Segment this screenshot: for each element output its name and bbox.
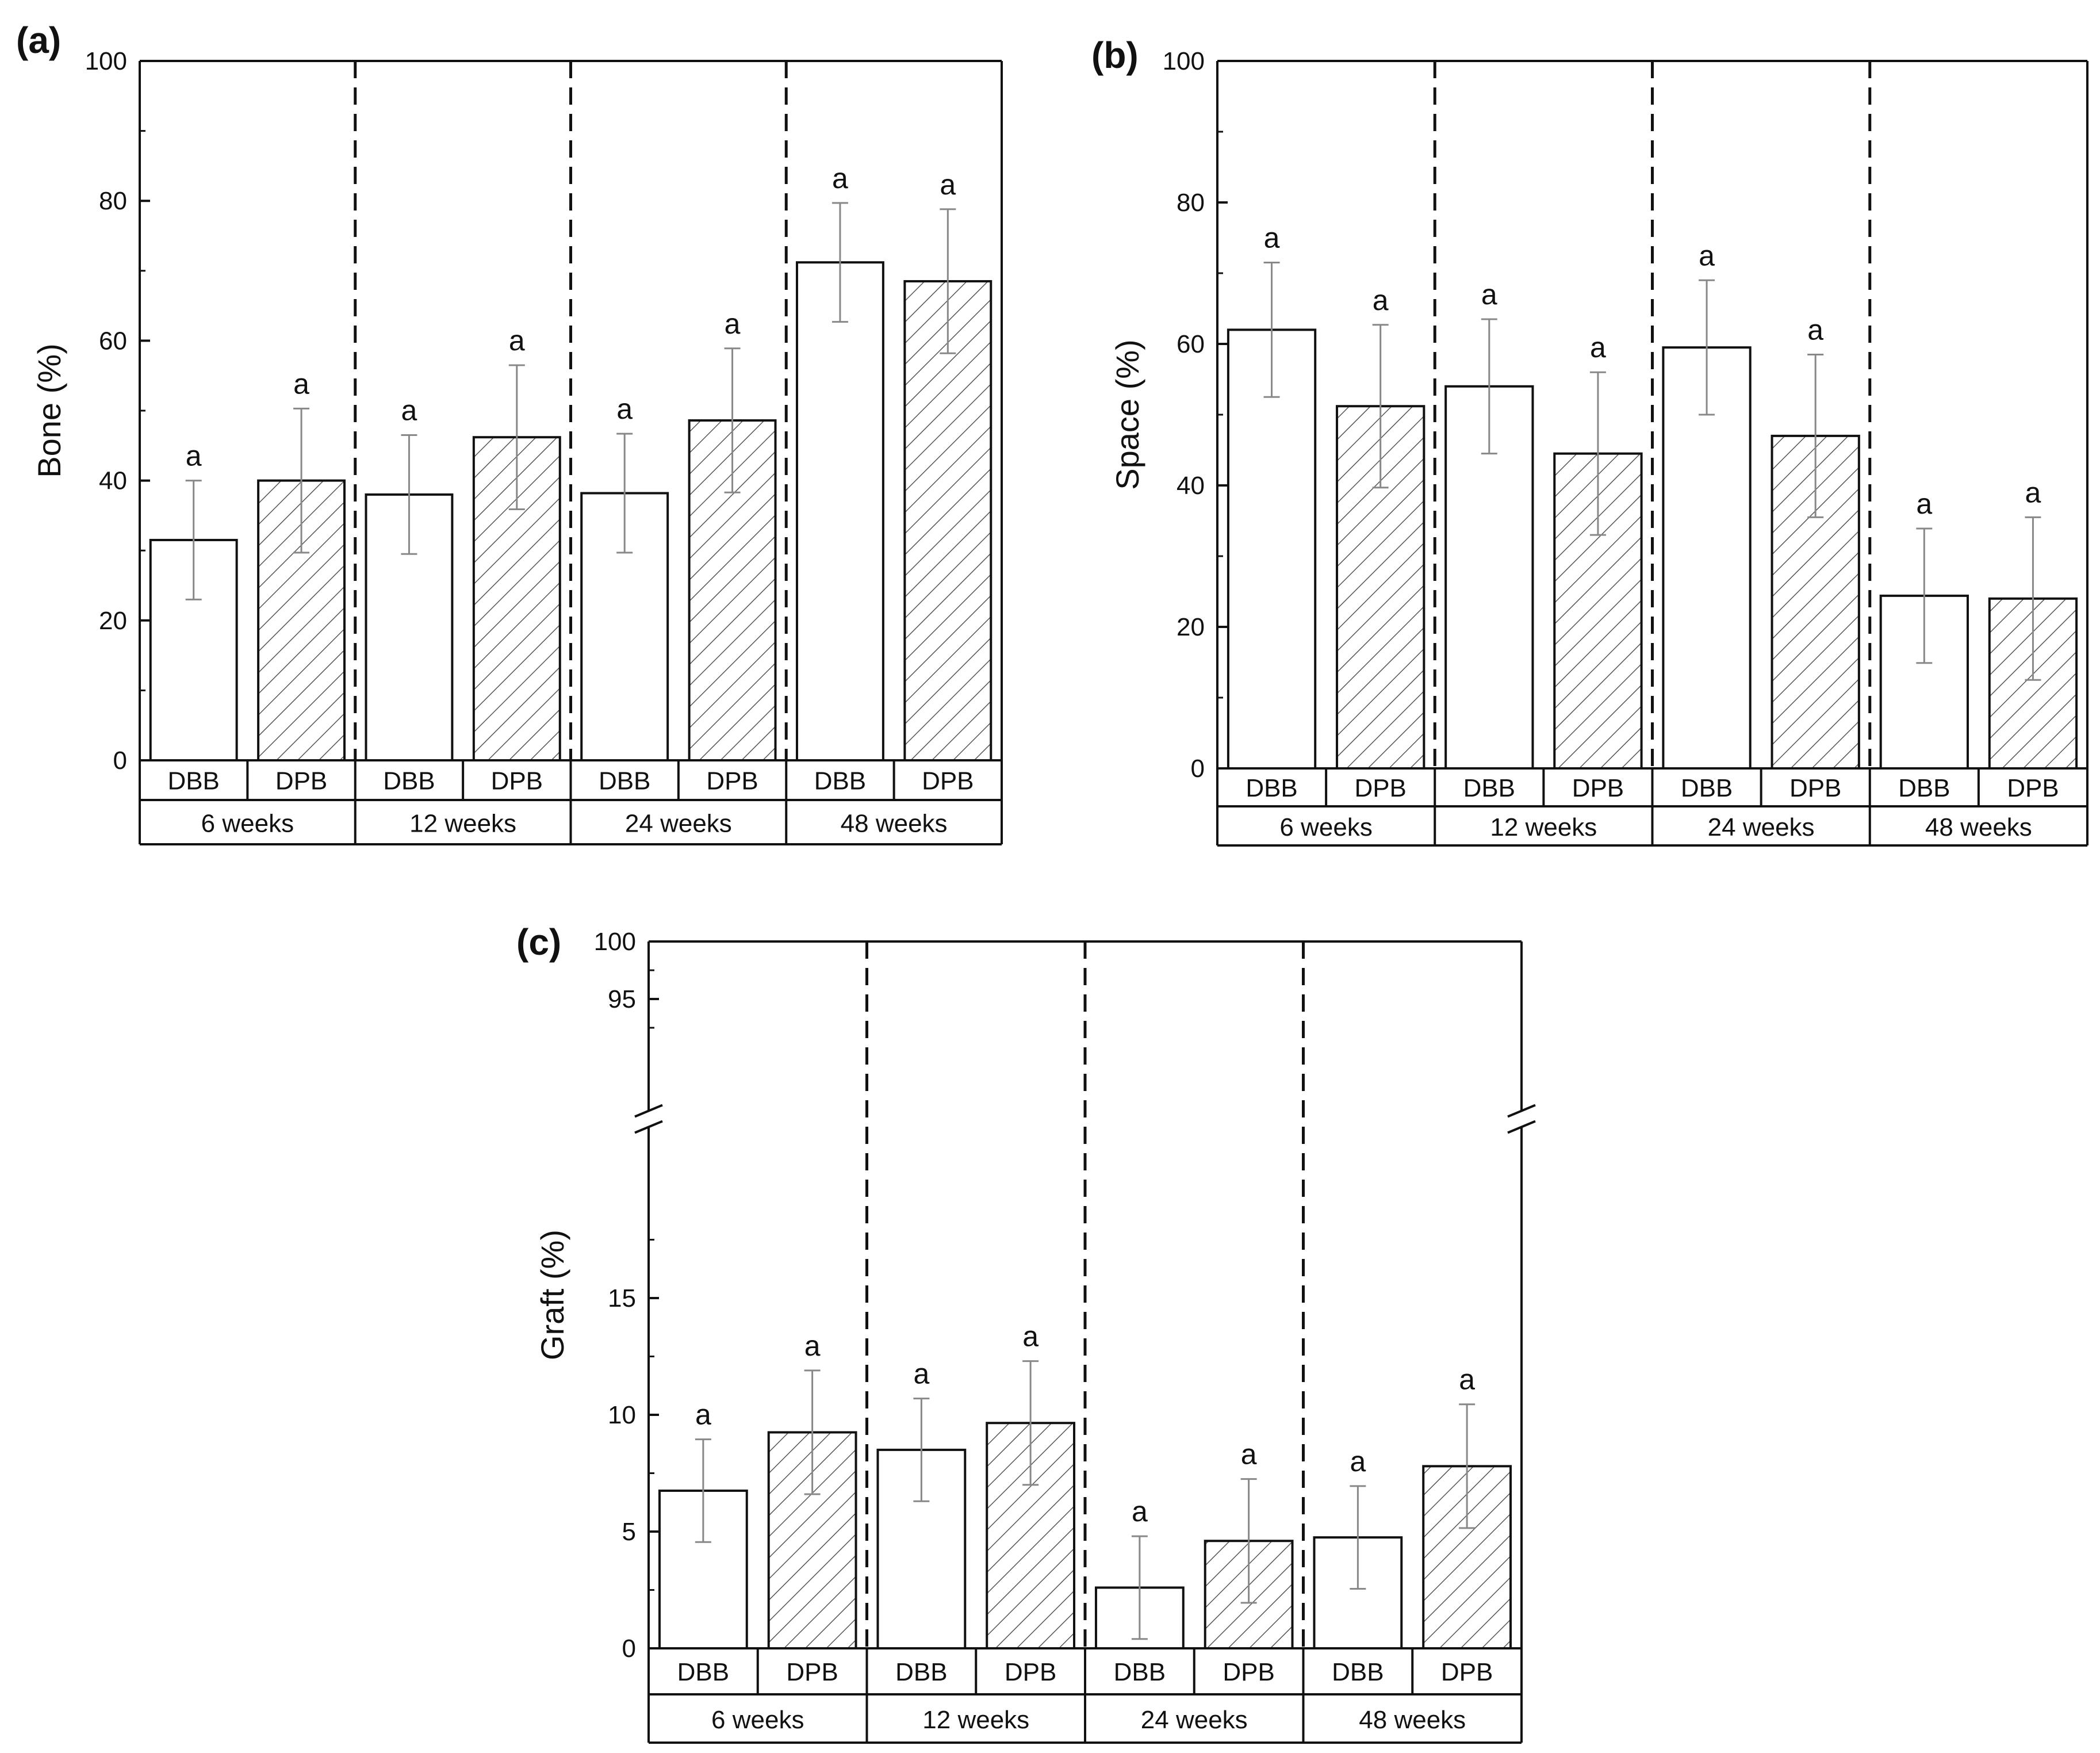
y-tick-label: 20 <box>99 607 127 635</box>
bar-dpb <box>903 280 992 762</box>
group-label: 12 weeks <box>922 1706 1029 1734</box>
y-tick-label: 100 <box>85 47 127 75</box>
series-label: DPB <box>275 767 327 795</box>
y-tick-label: 40 <box>1177 472 1205 500</box>
significance-label: a <box>401 395 417 427</box>
chart-panel-a: 0 20 40 60 80 100 Bone (%) (a) 6 weeks a DBB a DPB 12… <box>16 20 1003 845</box>
significance-label: a <box>1459 1364 1475 1396</box>
y-tick-label: 100 <box>1163 47 1205 75</box>
significance-label: a <box>509 324 525 357</box>
significance-label: a <box>293 368 309 400</box>
significance-label: a <box>616 393 633 425</box>
y-tick-label: 0 <box>113 747 127 775</box>
significance-label: a <box>1807 313 1823 346</box>
significance-label: a <box>1590 331 1606 363</box>
series-label: DPB <box>1354 774 1406 802</box>
series-label: DBB <box>677 1658 729 1686</box>
bar-dbb <box>1227 328 1317 770</box>
y-tick-label: 0 <box>622 1635 636 1663</box>
group-label: 24 weeks <box>1141 1706 1248 1734</box>
significance-label: a <box>2025 476 2041 508</box>
y-tick-label: 60 <box>99 327 127 355</box>
group-label: 24 weeks <box>625 810 732 838</box>
y-tick-label: 5 <box>622 1518 636 1546</box>
significance-label: a <box>1022 1321 1038 1353</box>
y-tick-label: 95 <box>608 985 636 1013</box>
significance-label: a <box>1916 488 1932 520</box>
y-axis-title: Bone (%) <box>31 343 67 477</box>
significance-label: a <box>695 1399 711 1431</box>
significance-label: a <box>940 169 956 201</box>
chart-panel-b: 0 20 40 60 80 100 Space (%) (b) 6 weeks a DBB a DPB 1… <box>1091 35 2088 847</box>
series-label: DPB <box>1005 1658 1056 1686</box>
significance-label: a <box>1132 1495 1148 1528</box>
series-label: DPB <box>1223 1658 1274 1686</box>
group-label: 24 weeks <box>1708 813 1815 841</box>
series-label: DBB <box>383 767 435 795</box>
series-label: DPB <box>1572 774 1624 802</box>
significance-label: a <box>832 162 848 194</box>
significance-label: a <box>1699 239 1715 271</box>
y-tick-label: 15 <box>608 1284 636 1312</box>
y-tick-label: 100 <box>594 928 636 956</box>
significance-label: a <box>186 440 202 472</box>
series-label: DPB <box>1441 1658 1493 1686</box>
significance-label: a <box>725 308 741 340</box>
y-tick-label: 80 <box>1177 189 1205 217</box>
series-label: DBB <box>1114 1658 1166 1686</box>
panel-label: (b) <box>1091 35 1139 76</box>
panel-label: (c) <box>516 921 561 963</box>
group-label: 12 weeks <box>1490 813 1597 841</box>
series-label: DBB <box>1246 774 1297 802</box>
series-label: DBB <box>599 767 650 795</box>
series-label: DBB <box>167 767 219 795</box>
group-label: 48 weeks <box>1925 813 2032 841</box>
significance-label: a <box>913 1358 929 1390</box>
series-label: DBB <box>895 1658 947 1686</box>
group-label: 6 weeks <box>201 810 294 838</box>
group-label: 6 weeks <box>711 1706 804 1734</box>
y-tick-label: 60 <box>1177 330 1205 358</box>
group-label: 48 weeks <box>1359 1706 1466 1734</box>
series-label: DBB <box>1463 774 1515 802</box>
series-label: DPB <box>491 767 543 795</box>
bar-dbb <box>795 261 884 761</box>
series-label: DPB <box>2007 774 2059 802</box>
bar-dbb <box>1662 346 1752 770</box>
panel-label: (a) <box>16 20 61 61</box>
series-label: DPB <box>786 1658 838 1686</box>
y-tick-label: 10 <box>608 1401 636 1429</box>
series-label: DBB <box>1681 774 1733 802</box>
group-label: 6 weeks <box>1279 813 1372 841</box>
y-tick-label: 0 <box>1191 755 1205 783</box>
significance-label: a <box>1350 1445 1366 1478</box>
bar-dbb <box>1444 385 1534 770</box>
series-label: DPB <box>706 767 758 795</box>
significance-label: a <box>1241 1438 1257 1471</box>
y-tick-label: 40 <box>99 467 127 495</box>
axis-break-mark-left <box>634 1104 663 1118</box>
y-tick-label: 80 <box>99 187 127 215</box>
axis-break-mark-right <box>1507 1104 1536 1118</box>
series-label: DBB <box>814 767 866 795</box>
y-axis-title: Space (%) <box>1109 339 1145 489</box>
significance-label: a <box>1264 222 1280 254</box>
axis-break-mark-right <box>1507 1120 1536 1134</box>
y-tick-label: 20 <box>1177 613 1205 641</box>
axis-break-mark-left <box>634 1120 663 1134</box>
significance-label: a <box>1481 278 1497 311</box>
series-label: DPB <box>1789 774 1841 802</box>
significance-label: a <box>804 1330 821 1362</box>
group-label: 12 weeks <box>409 810 516 838</box>
series-label: DBB <box>1332 1658 1384 1686</box>
chart-panel-c: 0 5 10 15 95 100 Graft (%) (c) 6 weeks a DBB a DPB 12… <box>516 921 1536 1744</box>
group-label: 48 weeks <box>841 810 948 838</box>
series-label: DBB <box>1898 774 1950 802</box>
series-label: DPB <box>922 767 974 795</box>
significance-label: a <box>1373 284 1389 316</box>
y-axis-title: Graft (%) <box>534 1230 570 1360</box>
